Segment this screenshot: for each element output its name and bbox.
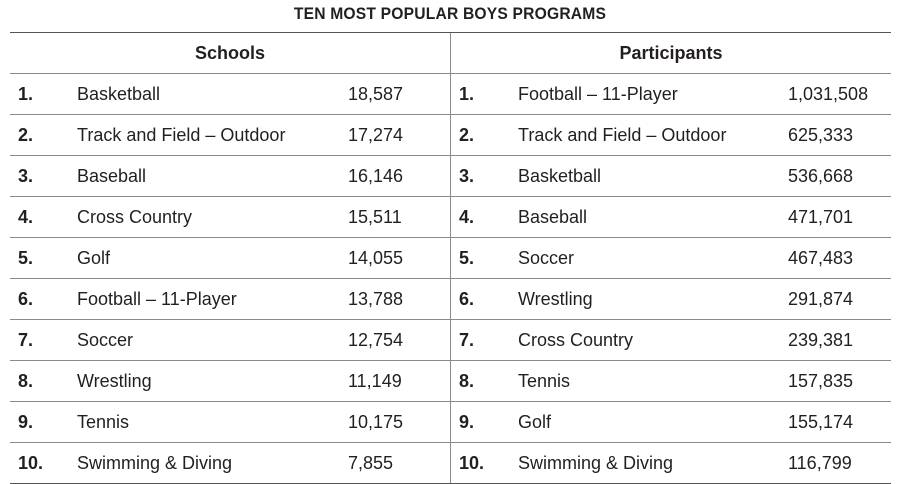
participant-sport-name: Basketball <box>518 166 602 186</box>
school-rank: 3. <box>18 166 34 186</box>
participant-sport-name: Track and Field – Outdoor <box>518 125 727 145</box>
participant-count: 157,835 <box>788 371 854 391</box>
schools-header: Schools <box>194 43 265 63</box>
participant-rank: 6. <box>459 289 475 309</box>
participant-sport-name: Tennis <box>518 371 571 391</box>
participant-rank: 9. <box>459 412 475 432</box>
participant-rank: 10. <box>459 453 485 473</box>
participant-count: 1,031,508 <box>788 84 869 104</box>
participant-rank: 3. <box>459 166 475 186</box>
programs-table: Schools Participants 1. Basketball 18,587 1… <box>10 32 891 484</box>
participants-header: Participants <box>619 43 723 63</box>
table-row: 5. Golf 14,055 5. Soccer 467,483 <box>10 238 891 279</box>
school-count: 7,855 <box>348 453 394 473</box>
school-count: 11,149 <box>348 371 402 391</box>
header-row: Schools Participants <box>10 33 891 74</box>
school-sport-name: Basketball <box>77 84 161 104</box>
participant-sport-name: Football – 11-Player <box>518 84 678 104</box>
school-count: 14,055 <box>348 248 404 268</box>
table-row: 6. Football – 11-Player 13,788 6. Wrestling 2… <box>10 279 891 320</box>
table-row: 7. Soccer 12,754 7. Cross Country 239,381 <box>10 320 891 361</box>
participant-count: 467,483 <box>788 248 854 268</box>
table-body: 1. Basketball 18,587 1. Football – 11-Player… <box>10 74 891 483</box>
participant-rank: 4. <box>459 207 475 227</box>
school-rank: 6. <box>18 289 34 309</box>
participant-rank: 5. <box>459 248 475 268</box>
participant-sport-name: Cross Country <box>518 330 634 350</box>
participant-sport-name: Golf <box>518 412 552 432</box>
school-sport-name: Baseball <box>77 166 147 186</box>
participant-count: 239,381 <box>788 330 854 350</box>
column-divider <box>450 33 451 483</box>
participant-count: 291,874 <box>788 289 854 309</box>
school-count: 18,587 <box>348 84 404 104</box>
table-row: 8. Wrestling 11,149 8. Tennis 157,835 <box>10 361 891 402</box>
school-count: 10,175 <box>348 412 404 432</box>
school-count: 15,511 <box>348 207 402 227</box>
school-sport-name: Wrestling <box>77 371 152 391</box>
table-row: 4. Cross Country 15,511 4. Baseball 471,701 <box>10 197 891 238</box>
school-count: 16,146 <box>348 166 404 186</box>
table-row: 10. Swimming & Diving 7,855 10. Swimming & D… <box>10 443 891 483</box>
school-sport-name: Cross Country <box>77 207 193 227</box>
table-row: 1. Basketball 18,587 1. Football – 11-Player… <box>10 74 891 115</box>
school-rank: 5. <box>18 248 34 268</box>
school-rank: 7. <box>18 330 34 350</box>
school-sport-name: Golf <box>77 248 111 268</box>
table-row: 2. Track and Field – Outdoor 17,274 2. Track… <box>10 115 891 156</box>
school-count: 12,754 <box>348 330 404 350</box>
participant-count: 155,174 <box>788 412 854 432</box>
participant-count: 471,701 <box>788 207 854 227</box>
participant-rank: 2. <box>459 125 475 145</box>
participant-sport-name: Soccer <box>518 248 575 268</box>
participant-rank: 1. <box>459 84 475 104</box>
page-title: TEN MOST POPULAR BOYS PROGRAMS <box>293 4 607 23</box>
participant-count: 116,799 <box>788 453 852 473</box>
participant-sport-name: Wrestling <box>518 289 593 309</box>
participant-count: 536,668 <box>788 166 854 186</box>
school-sport-name: Football – 11-Player <box>77 289 237 309</box>
school-rank: 9. <box>18 412 34 432</box>
participant-sport-name: Baseball <box>518 207 588 227</box>
school-rank: 2. <box>18 125 34 145</box>
school-rank: 4. <box>18 207 34 227</box>
participant-rank: 8. <box>459 371 475 391</box>
participant-sport-name: Swimming & Diving <box>518 453 674 473</box>
school-rank: 8. <box>18 371 34 391</box>
school-count: 13,788 <box>348 289 404 309</box>
school-sport-name: Tennis <box>77 412 130 432</box>
table-row: 3. Baseball 16,146 3. Basketball 536,668 <box>10 156 891 197</box>
school-rank: 1. <box>18 84 34 104</box>
participant-count: 625,333 <box>788 125 854 145</box>
table-row: 9. Tennis 10,175 9. Golf 155,174 <box>10 402 891 443</box>
participant-rank: 7. <box>459 330 475 350</box>
school-sport-name: Track and Field – Outdoor <box>77 125 286 145</box>
school-rank: 10. <box>18 453 44 473</box>
school-sport-name: Soccer <box>77 330 134 350</box>
school-sport-name: Swimming & Diving <box>77 453 233 473</box>
school-count: 17,274 <box>348 125 404 145</box>
